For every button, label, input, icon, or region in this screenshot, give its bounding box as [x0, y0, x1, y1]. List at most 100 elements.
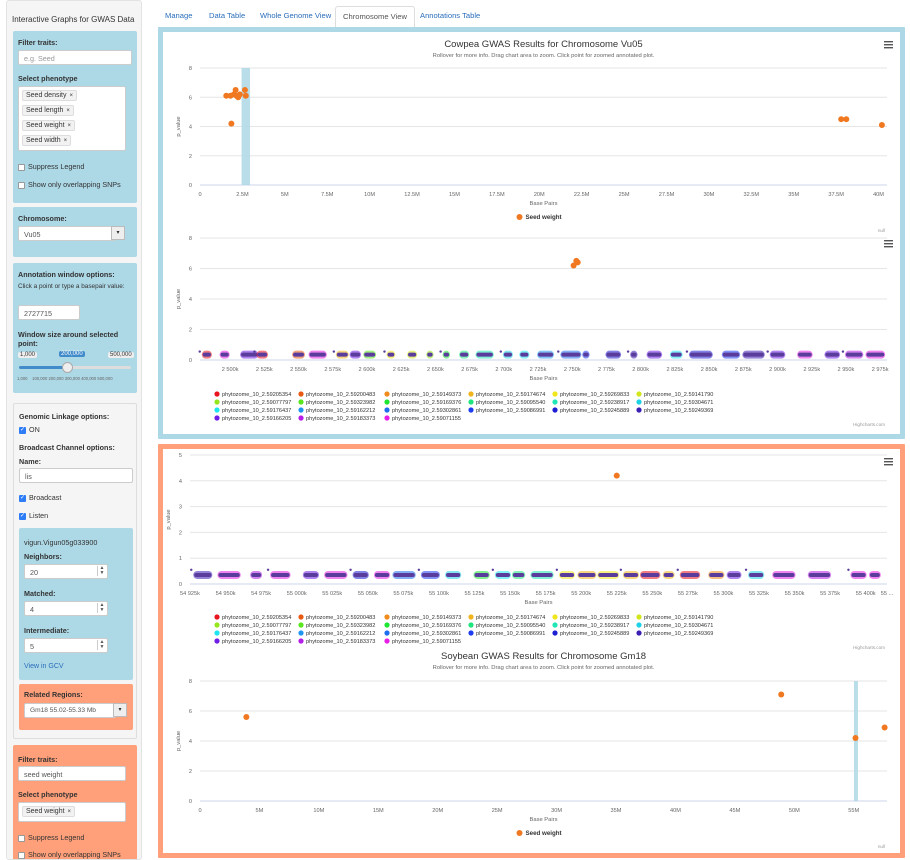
phenotype-tag[interactable]: Seed weight × — [22, 806, 76, 817]
filter-traits-label: Filter traits: — [18, 38, 58, 47]
listen-label: Listen — [29, 511, 49, 520]
show-overlap-checkbox[interactable] — [18, 182, 25, 189]
soybean-zoom-chart-xtick-label: 55 075k — [393, 591, 413, 597]
tab-manage[interactable]: Manage — [165, 11, 193, 20]
cowpea-zoom-chart-legend-marker — [214, 391, 220, 397]
chevron-down-icon[interactable]: ▾ — [113, 703, 127, 717]
phenotype-tag[interactable]: Seed weight × — [22, 120, 76, 131]
soybean-zoom-chart-xtick-label: 55 250k — [642, 591, 662, 597]
cowpea-charts-panel: Cowpea GWAS Results for Chromosome Vu05 R… — [158, 27, 905, 439]
suppress-legend-checkbox[interactable] — [18, 835, 25, 842]
window-slider-handle[interactable] — [62, 362, 73, 373]
chromosome-select[interactable]: Vu05 — [18, 226, 116, 241]
cowpea-zoom-chart-snp-tick — [332, 350, 336, 353]
cowpea-zoom-chart-gene-bar — [689, 352, 712, 357]
soybean-zoom-chart-legend-marker — [214, 622, 220, 628]
cowpea-zoom-chart-legend-marker — [468, 391, 474, 397]
phenotype-tag[interactable]: Seed density × — [22, 90, 77, 101]
soybean-zoom-chart-legend-label: phytozome_10_2.59086991 — [476, 631, 545, 637]
cowpea-zoom-chart-xtick-label: 2 575k — [324, 367, 341, 373]
tab-annotations-table[interactable]: Annotations Table — [420, 11, 481, 20]
soybean-zoom-chart-gene-bar — [808, 572, 831, 577]
soybean-zoom-chart-xtick-label: 55 300k — [713, 591, 733, 597]
soybean-zoom-chart-snp-tick — [491, 568, 495, 572]
cowpea-zoom-chart-xtick-label: 2 900k — [769, 367, 786, 373]
cowpea-zoom-chart-xtick-label: 2 750k — [564, 367, 581, 373]
related-regions-select[interactable]: Gm18 55.02-55.33 Mb — [24, 703, 116, 718]
tab-data-table[interactable]: Data Table — [209, 11, 246, 20]
annotation-window-label: Annotation window options: — [18, 270, 115, 279]
stepper-arrows-icon[interactable]: ▲ ▼ — [97, 566, 106, 576]
soybean-zoom-chart-xtick-label: 55 400k — [856, 591, 876, 597]
stepper-arrows-icon[interactable]: ▲ ▼ — [97, 640, 106, 650]
soybean-zoom-chart-gene-bar — [512, 572, 525, 577]
stepper-arrows-icon[interactable]: ▲ ▼ — [97, 603, 106, 613]
soybean-zoom-chart-legend-label: phytozome_10_2.59169376 — [392, 623, 461, 629]
chart-menu-icon — [884, 464, 893, 466]
cowpea-chart-point — [228, 120, 235, 127]
soybean-zoom-chart-gene-bar — [851, 572, 866, 577]
cowpea-zoom-chart-legend-marker — [298, 391, 304, 397]
phenotype-select[interactable]: Seed density × Seed length × Seed weight × … — [18, 86, 126, 151]
soybean-zoom-chart-legend-marker — [552, 622, 558, 628]
soybean-zoom-chart-legend-label: phytozome_10_2.59166205 — [222, 639, 291, 645]
chart-menu-icon — [884, 41, 893, 43]
channel-name-input[interactable]: lis — [19, 468, 133, 483]
cowpea-chart-xtick-label: 10M — [364, 192, 375, 198]
soybean-zoom-chart-gene-bar — [869, 572, 880, 577]
tab-chromosome-view[interactable]: Chromosome View — [335, 6, 416, 28]
filter-traits-input[interactable]: seed weight — [18, 766, 126, 781]
cowpea-chart-title: Cowpea GWAS Results for Chromosome Vu05 — [444, 39, 642, 50]
cowpea-chart-ytick-label: 8 — [189, 66, 192, 72]
cowpea-zoom-chart-gene-bar — [798, 352, 812, 357]
phenotype-tag[interactable]: Seed length × — [22, 105, 74, 116]
filter-traits-input[interactable]: e.g. Seed — [18, 50, 132, 65]
suppress-legend-checkbox[interactable] — [18, 164, 25, 171]
name-label: Name: — [19, 457, 41, 466]
linkage-on-checkbox[interactable] — [19, 426, 26, 434]
soybean-charts-panel: 0 1 2 3 4 5 54 925k 54 950k 54 975k 55 000k 55 025… — [158, 444, 905, 858]
matched-input[interactable]: 4 — [24, 601, 108, 616]
soybean-chart-xtick-label: 55M — [848, 808, 859, 814]
window-slider-track[interactable] — [19, 366, 131, 369]
cowpea-charts-svg[interactable]: Cowpea GWAS Results for Chromosome Vu05 R… — [163, 32, 900, 434]
cowpea-zoom-chart-ytick-label: 2 — [189, 328, 192, 334]
basepair-input[interactable]: 2727715 — [18, 305, 80, 320]
intermediate-label: Intermediate: — [24, 626, 70, 635]
cowpea-zoom-chart-legend-label: phytozome_10_2.59200483 — [306, 392, 375, 398]
soybean-zoom-chart-gene-bar — [640, 572, 660, 577]
cowpea-zoom-chart-legend-marker — [214, 399, 220, 405]
cowpea-chart-xtick-label: 2.5M — [236, 192, 249, 198]
suppress-legend-label: Suppress Legend — [28, 833, 85, 842]
cowpea-chart-point — [843, 116, 850, 123]
intermediate-input[interactable]: 5 — [24, 638, 108, 653]
neighbors-input[interactable]: 20 — [24, 564, 108, 579]
broadcast-checkbox[interactable] — [19, 494, 26, 502]
phenotype-select[interactable]: Seed weight × — [18, 802, 126, 822]
cowpea-chart-xtick-label: 40M — [873, 192, 884, 198]
soybean-zoom-chart-gene-bar — [251, 572, 262, 577]
chevron-down-icon[interactable]: ▾ — [111, 226, 125, 240]
view-in-gcv-link[interactable]: View in GCV — [24, 663, 64, 670]
soybean-chart-xtick-label: 10M — [313, 808, 324, 814]
soybean-zoom-chart-xtick-label: 54 975k — [251, 591, 271, 597]
soybean-chart-credit: null — [878, 844, 885, 849]
cowpea-zoom-chart-gene-bar — [606, 352, 621, 357]
soybean-zoom-chart-snp-tick — [266, 568, 270, 572]
listen-checkbox[interactable] — [19, 512, 26, 520]
show-overlap-checkbox[interactable] — [18, 852, 25, 859]
soybean-chart-legend-label: Seed weight — [526, 830, 562, 837]
soybean-zoom-chart-legend-marker — [636, 614, 642, 620]
cowpea-zoom-chart-gene-bar — [220, 352, 229, 357]
cowpea-zoom-chart-xtick-label: 2 775k — [598, 367, 615, 373]
soybean-zoom-chart-legend-marker — [214, 614, 220, 620]
phenotype-tag[interactable]: Seed width × — [22, 135, 72, 146]
soybean-charts-svg[interactable]: 0 1 2 3 4 5 54 925k 54 950k 54 975k 55 000k 55 025… — [163, 449, 900, 853]
related-regions-panel: Related Regions: Gm18 55.02-55.33 Mb ▾ — [19, 684, 133, 730]
soybean-zoom-chart-gene-bar — [303, 572, 319, 577]
soybean-zoom-chart-xtick-label: 54 925k — [180, 591, 200, 597]
cowpea-zoom-chart-xtick-label: 2 800k — [632, 367, 649, 373]
soybean-zoom-chart-snp-tick — [676, 568, 679, 572]
cowpea-chart-xtick-label: 37.5M — [828, 192, 844, 198]
tab-whole-genome[interactable]: Whole Genome View — [260, 11, 332, 20]
